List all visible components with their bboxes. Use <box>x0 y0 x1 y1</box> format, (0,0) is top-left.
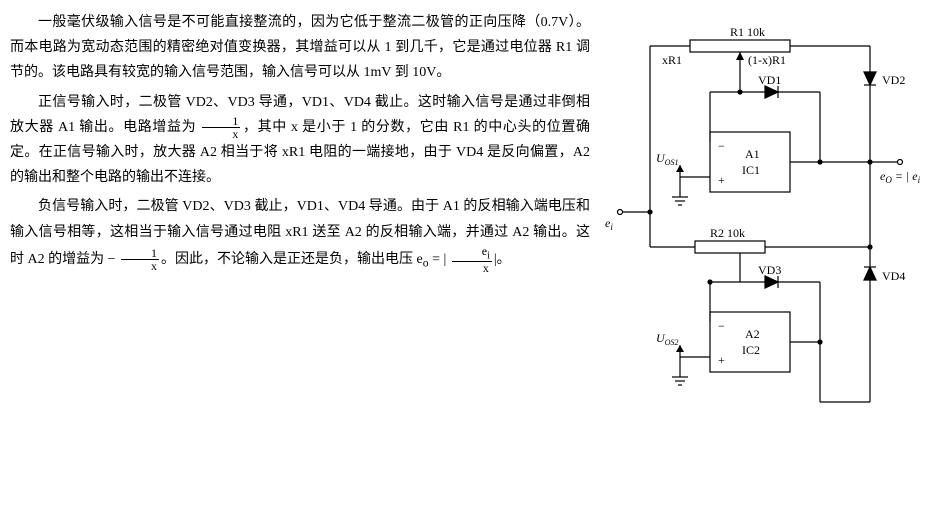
label-vd1: VD1 <box>758 73 781 87</box>
label-r1: R1 10k <box>730 25 765 39</box>
p3-d: |。 <box>494 252 511 267</box>
text-column: 一般毫伏级输入信号是不可能直接整流的，因为它低于整流二极管的正向压降（0.7V）… <box>10 10 590 422</box>
paragraph-1: 一般毫伏级输入信号是不可能直接整流的，因为它低于整流二极管的正向压降（0.7V）… <box>10 10 590 86</box>
resistor-r1 <box>690 40 790 52</box>
frac-neg-1-over-x: 1 x <box>121 247 159 272</box>
paragraph-2: 正信号输入时，二极管 VD2、VD3 导通，VD1、VD4 截止。这时输入信号是… <box>10 90 590 191</box>
label-vd2: VD2 <box>882 73 905 87</box>
label-ei: ei <box>605 216 613 232</box>
label-ic2: IC2 <box>742 343 760 357</box>
frac3-num: ei <box>452 245 492 262</box>
p3-c: = | <box>429 252 447 267</box>
frac2-den: x <box>121 260 159 272</box>
terminal-ei <box>618 210 623 215</box>
frac-ei-over-x: ei x <box>452 245 492 274</box>
opamp-a2-plus: + <box>718 353 725 367</box>
label-eo: eO = | ei / x | <box>880 169 920 185</box>
diode-vd2-tri <box>864 72 876 85</box>
frac3-num-sub: i <box>487 250 490 261</box>
opamp-a1-plus: + <box>718 173 725 187</box>
wiper-arrow <box>736 52 744 60</box>
frac3-den: x <box>452 262 492 274</box>
node-r2-rail <box>868 245 872 249</box>
node-a1out <box>818 160 822 164</box>
label-uos1: UOS1 <box>656 151 678 167</box>
opamp-a1-minus: − <box>718 139 725 153</box>
label-a1: A1 <box>745 147 760 161</box>
diode-vd3-tri <box>765 276 778 288</box>
label-xr1: xR1 <box>662 53 682 67</box>
terminal-eo <box>898 160 903 165</box>
diode-vd4-tri <box>864 267 876 280</box>
opamp-a2-minus: − <box>718 319 725 333</box>
circuit-diagram: R1 10k xR1 (1-x)R1 ei VD1 VD2 − + A1 IC1… <box>600 10 920 422</box>
label-vd4: VD4 <box>882 269 905 283</box>
frac-1-over-x: 1 x <box>202 115 240 140</box>
label-uos2: UOS2 <box>656 331 678 347</box>
resistor-r2 <box>695 241 765 253</box>
frac1-den: x <box>202 128 240 140</box>
label-ic1: IC1 <box>742 163 760 177</box>
diode-vd1-tri <box>765 86 778 98</box>
label-a2: A2 <box>745 327 760 341</box>
label-vd3: VD3 <box>758 263 781 277</box>
label-r2: R2 10k <box>710 226 745 240</box>
p3-b: 。因此，不论输入是正还是负，输出电压 e <box>161 252 423 267</box>
paragraph-3: 负信号输入时，二极管 VD2、VD3 截止，VD1、VD4 导通。由于 A1 的… <box>10 194 590 274</box>
label-1minusx: (1-x)R1 <box>748 53 786 67</box>
